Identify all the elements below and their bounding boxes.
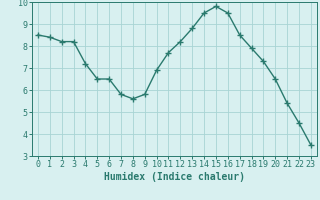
X-axis label: Humidex (Indice chaleur): Humidex (Indice chaleur) [104,172,245,182]
